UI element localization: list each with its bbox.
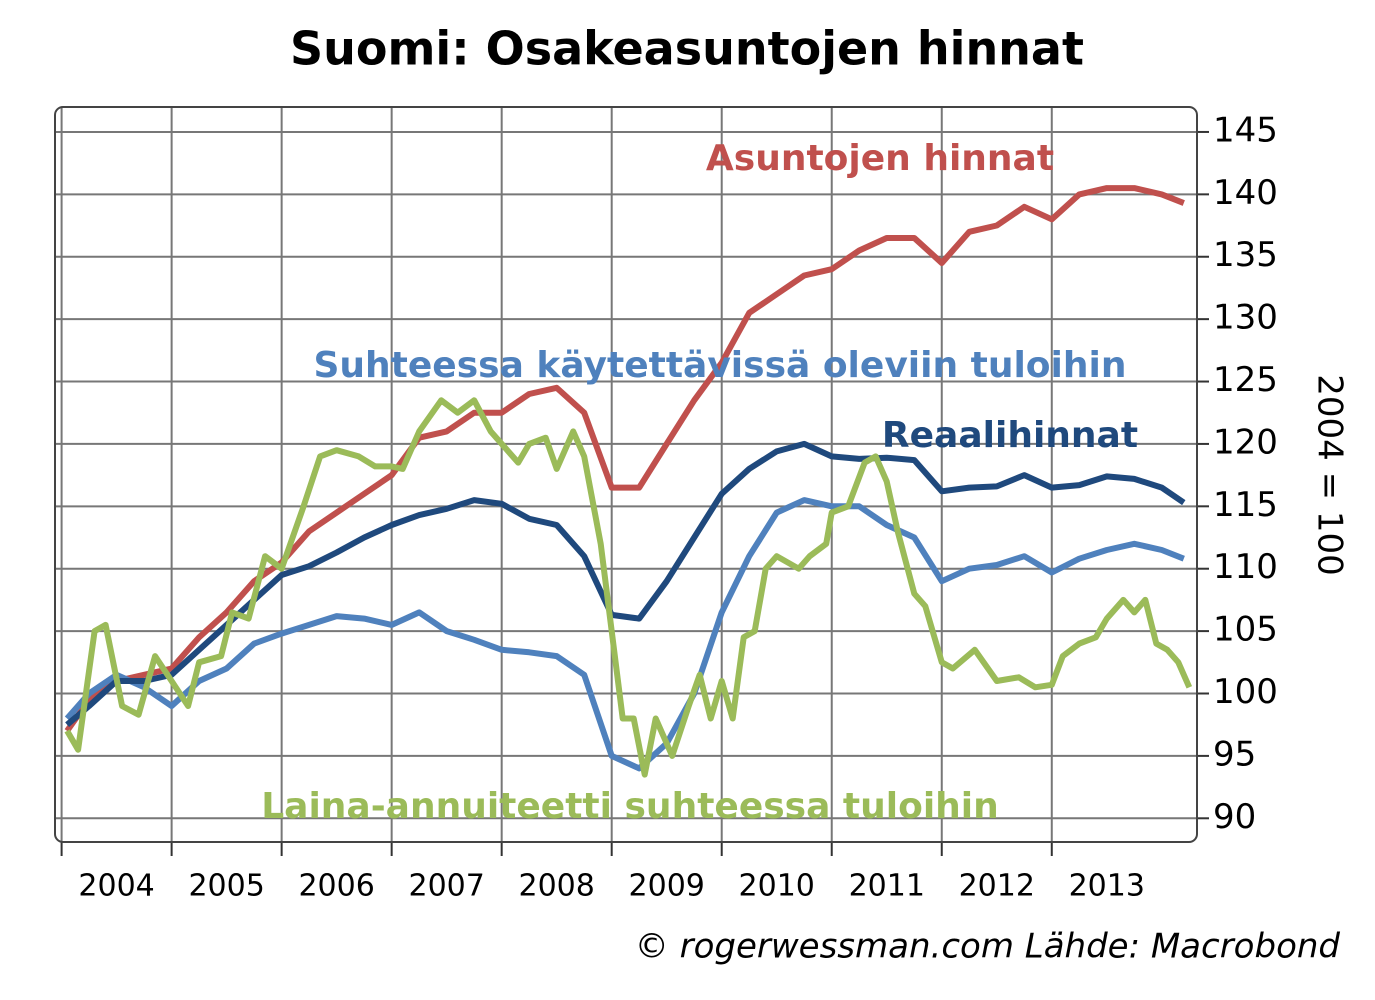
series-label: Asuntojen hinnat — [706, 138, 1054, 179]
y-tick-label: 120 — [1213, 422, 1278, 462]
x-tick-label: 2007 — [408, 869, 484, 904]
x-tick-label: 2004 — [78, 869, 154, 904]
y-tick-label: 95 — [1213, 734, 1256, 774]
y-tick-label: 130 — [1213, 298, 1278, 338]
series-line — [64, 185, 1185, 733]
series-label: Laina-annuiteetti suhteessa tuloihin — [261, 786, 999, 827]
y-tick-label: 145 — [1213, 110, 1278, 150]
series-label: Suhteessa käytettävissä oleviin tuloihin — [314, 345, 1127, 386]
x-tick-label: 2009 — [629, 869, 705, 904]
y-tick-label: 135 — [1213, 235, 1278, 275]
y-tick-label: 140 — [1213, 173, 1278, 213]
series-label: Reaalihinnat — [882, 415, 1138, 456]
plot-frame — [54, 106, 1198, 843]
series-line — [64, 397, 1193, 778]
y-tick-label: 115 — [1213, 485, 1278, 525]
y-tick-label: 105 — [1213, 610, 1278, 650]
y-tick-label: 125 — [1213, 360, 1278, 400]
x-tick-label: 2011 — [849, 869, 925, 904]
x-tick-label: 2012 — [959, 869, 1035, 904]
x-tick-label: 2010 — [739, 869, 815, 904]
y-tick-label: 90 — [1213, 797, 1256, 837]
x-tick-label: 2013 — [1069, 869, 1145, 904]
y-axis-label: 2004 = 100 — [1310, 374, 1350, 576]
chart-title: Suomi: Osakeasuntojen hinnat — [290, 22, 1084, 76]
x-tick-label: 2008 — [519, 869, 595, 904]
series-line — [64, 497, 1185, 772]
x-tick-label: 2005 — [188, 869, 264, 904]
y-tick-label: 100 — [1213, 672, 1278, 712]
x-tick-label: 2006 — [298, 869, 374, 904]
y-tick-label: 110 — [1213, 547, 1278, 587]
source: © rogerwessman.com Lähde: Macrobond — [635, 927, 1341, 967]
